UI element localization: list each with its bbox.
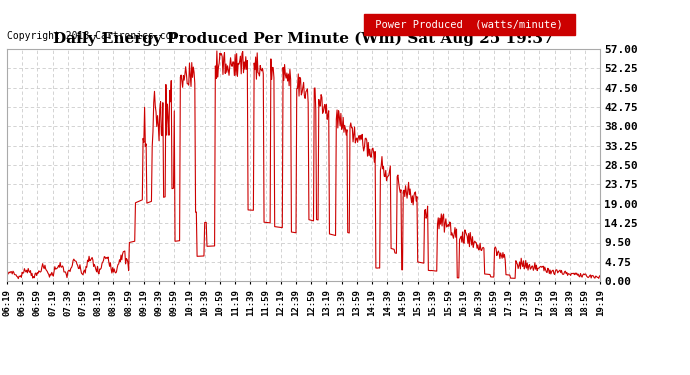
Title: Daily Energy Produced Per Minute (Wm) Sat Aug 25 19:37: Daily Energy Produced Per Minute (Wm) Sa… <box>53 32 554 46</box>
Text: Power Produced  (watts/minute): Power Produced (watts/minute) <box>369 20 569 29</box>
Text: Copyright 2018 Cartronics.com: Copyright 2018 Cartronics.com <box>7 32 177 41</box>
